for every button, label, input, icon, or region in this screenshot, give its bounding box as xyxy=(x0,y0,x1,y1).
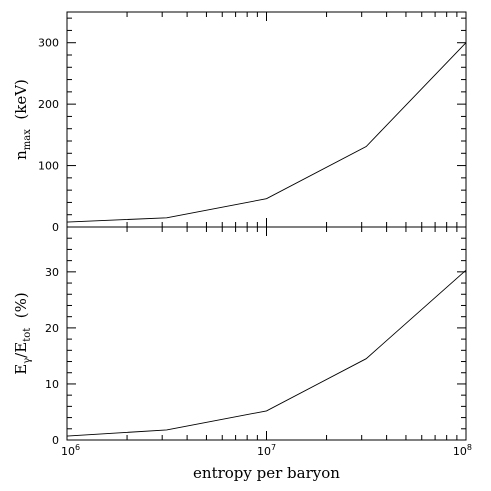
y-tick-label: 0 xyxy=(52,434,59,447)
top-plot-frame xyxy=(66,11,467,228)
top-panel: 0 100 200 300 nmax (keV) xyxy=(12,11,467,234)
x-axis-label: entropy per baryon xyxy=(193,464,340,482)
y-tick-label: 20 xyxy=(45,322,59,335)
y-tick-label: 30 xyxy=(45,266,59,279)
y-tick-label: 100 xyxy=(38,160,59,173)
top-series-line xyxy=(66,42,467,223)
bottom-series-line xyxy=(66,269,467,437)
x-tick-label: 107 xyxy=(257,443,276,458)
x-tick-label: 106 xyxy=(61,443,80,458)
bottom-ticks xyxy=(66,226,467,441)
bottom-plot-frame xyxy=(66,226,467,441)
bottom-y-axis-label: Eγ/Etot (%) xyxy=(12,292,33,375)
y-tick-label: 0 xyxy=(52,221,59,234)
top-y-tick-labels: 0 100 200 300 xyxy=(38,37,59,234)
x-tick-label: 108 xyxy=(453,443,472,458)
bottom-panel: 0 10 20 30 106 107 108 Eγ/Etot (%) entropy pe… xyxy=(12,226,472,482)
bottom-y-tick-labels: 0 10 20 30 xyxy=(45,266,59,447)
top-ticks xyxy=(66,12,467,228)
x-tick-labels: 106 107 108 xyxy=(61,443,472,458)
y-tick-label: 200 xyxy=(38,98,59,111)
top-y-axis-label: nmax (keV) xyxy=(12,79,33,160)
y-tick-label: 300 xyxy=(38,37,59,50)
y-tick-label: 10 xyxy=(45,378,59,391)
